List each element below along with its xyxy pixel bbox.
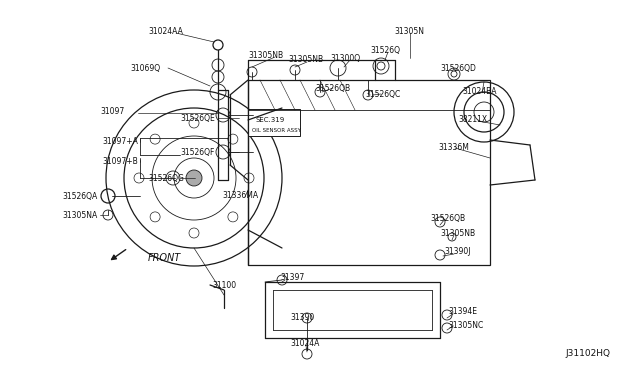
Text: 31526QD: 31526QD bbox=[440, 64, 476, 73]
Text: 31390J: 31390J bbox=[444, 247, 470, 257]
Text: 31526Q: 31526Q bbox=[370, 45, 400, 55]
Text: 31024BA: 31024BA bbox=[462, 87, 497, 96]
Text: 31305N: 31305N bbox=[394, 28, 424, 36]
Text: OIL SENSOR ASSY: OIL SENSOR ASSY bbox=[252, 128, 301, 132]
Text: 31100: 31100 bbox=[212, 282, 236, 291]
Text: 31097: 31097 bbox=[100, 108, 124, 116]
Text: 31097+A: 31097+A bbox=[102, 138, 138, 147]
Text: 31526QF: 31526QF bbox=[180, 148, 214, 157]
Text: 31305NB: 31305NB bbox=[248, 51, 283, 60]
Text: 31390: 31390 bbox=[290, 314, 314, 323]
Text: FRONT: FRONT bbox=[148, 253, 181, 263]
Text: 31069Q: 31069Q bbox=[130, 64, 160, 73]
Text: 31397: 31397 bbox=[280, 273, 304, 282]
Text: 31305NB: 31305NB bbox=[440, 230, 475, 238]
Text: 31024AA: 31024AA bbox=[148, 28, 183, 36]
Text: 31305NB: 31305NB bbox=[288, 55, 323, 64]
Text: 31526QC: 31526QC bbox=[365, 90, 400, 99]
Text: 31394E: 31394E bbox=[448, 308, 477, 317]
Text: 38211X: 38211X bbox=[458, 115, 487, 125]
Text: 31024A: 31024A bbox=[290, 340, 319, 349]
Text: J31102HQ: J31102HQ bbox=[565, 349, 610, 358]
Text: 31336MA: 31336MA bbox=[222, 192, 258, 201]
Text: 31526QE: 31526QE bbox=[180, 113, 215, 122]
Text: 31300Q: 31300Q bbox=[330, 54, 360, 62]
Text: 31305NA: 31305NA bbox=[62, 211, 97, 219]
Text: 31526QB: 31526QB bbox=[315, 83, 350, 93]
Text: 31097+B: 31097+B bbox=[102, 157, 138, 167]
Text: 31526QG: 31526QG bbox=[148, 173, 184, 183]
FancyBboxPatch shape bbox=[248, 109, 300, 136]
Circle shape bbox=[186, 170, 202, 186]
Text: 31526QA: 31526QA bbox=[62, 192, 97, 201]
Text: 31305NC: 31305NC bbox=[448, 321, 483, 330]
Text: 31526QB: 31526QB bbox=[430, 214, 465, 222]
Text: 31336M: 31336M bbox=[438, 144, 469, 153]
Text: SEC.319: SEC.319 bbox=[255, 117, 284, 123]
